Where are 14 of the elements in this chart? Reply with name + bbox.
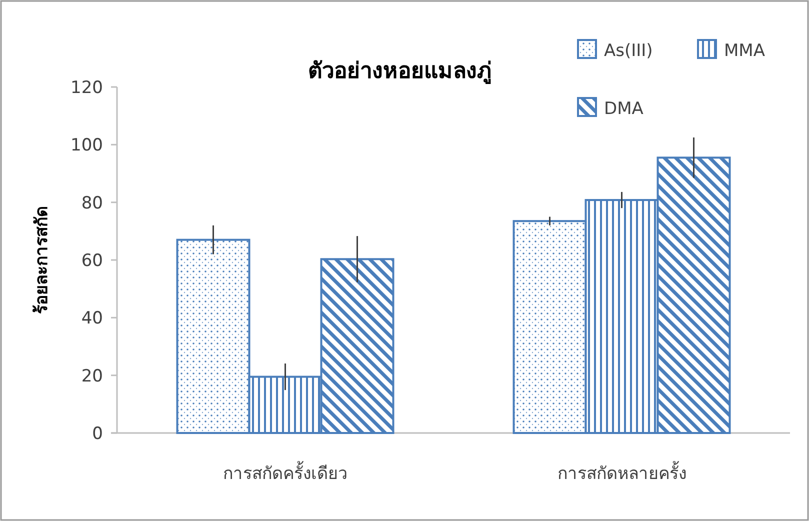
x-tick-label: การสกัดหลายครั้ง	[557, 461, 686, 484]
legend-label: DMA	[604, 99, 644, 119]
y-tick-label: 120	[70, 78, 103, 98]
y-tick-label: 20	[81, 366, 103, 386]
y-tick-label: 40	[81, 308, 103, 329]
legend-label: MMA	[724, 41, 766, 61]
y-tick-label: 60	[81, 251, 103, 271]
x-tick-label: การสกัดครั้งเดียว	[222, 461, 348, 484]
y-axis-title: ร้อยละการสกัด	[32, 206, 52, 314]
y-tick-label: 80	[81, 193, 103, 214]
chart-title: ตัวอย่างหอยแมลงภู่	[308, 59, 492, 85]
y-tick-label: 0	[92, 424, 103, 444]
y-tick-label: 100	[70, 136, 103, 156]
legend-label: As(III)	[604, 41, 653, 61]
